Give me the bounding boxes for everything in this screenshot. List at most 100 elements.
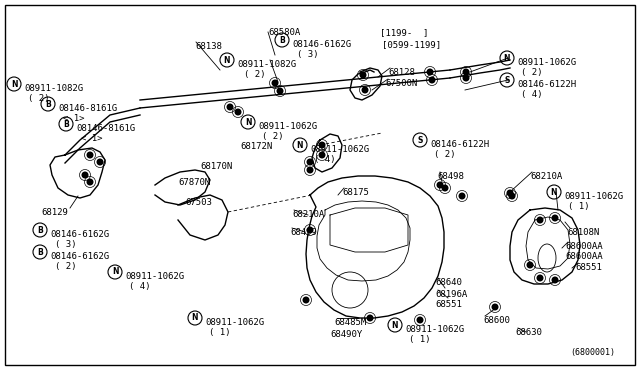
Text: [0599-1199]: [0599-1199] [382,40,441,49]
Text: S: S [417,135,422,144]
Text: 08911-1062G: 08911-1062G [405,325,464,334]
Text: ( 1): ( 1) [409,335,431,344]
Text: 08146-6162G: 08146-6162G [292,40,351,49]
Text: 68551: 68551 [575,263,602,272]
Circle shape [463,68,470,76]
Text: B: B [45,99,51,109]
Circle shape [234,109,241,115]
Text: 68499: 68499 [290,228,317,237]
Text: 68108N: 68108N [567,228,599,237]
Text: 08146-8161G: 08146-8161G [58,104,117,113]
Text: 08146-6122H: 08146-6122H [430,140,489,149]
Circle shape [536,217,543,224]
Circle shape [552,215,559,221]
Text: S: S [504,76,509,84]
Text: 67500N: 67500N [385,79,417,88]
Text: < 1>: < 1> [63,114,84,123]
Circle shape [319,141,326,148]
Text: 68210A: 68210A [530,172,563,181]
Text: 67870M: 67870M [178,178,211,187]
Circle shape [97,158,104,166]
Circle shape [360,71,367,78]
Circle shape [367,314,374,321]
Text: 68175: 68175 [342,188,369,197]
Text: N: N [192,314,198,323]
Text: 08911-1062G: 08911-1062G [564,192,623,201]
Circle shape [426,68,433,76]
Text: 68600AA: 68600AA [565,252,603,261]
Text: N: N [392,321,398,330]
Text: N: N [551,187,557,196]
Text: N: N [504,54,510,62]
Circle shape [458,192,465,199]
Circle shape [506,189,513,196]
Circle shape [509,192,515,199]
Text: 68485M: 68485M [334,318,366,327]
Circle shape [86,179,93,186]
Text: 68600AA: 68600AA [565,242,603,251]
Text: N: N [224,55,230,64]
Text: ( 2): ( 2) [434,150,456,159]
Text: ( 3): ( 3) [55,240,77,249]
Text: N: N [112,267,118,276]
Text: 08911-1082G: 08911-1082G [237,60,296,69]
Text: ( 2): ( 2) [262,132,284,141]
Text: N: N [297,141,303,150]
Text: B: B [37,247,43,257]
Text: B: B [279,35,285,45]
Text: (6800001): (6800001) [570,348,615,357]
Text: ( 2): ( 2) [244,70,266,79]
Text: ( 4): ( 4) [521,90,543,99]
Text: ( 2): ( 2) [521,68,543,77]
Circle shape [81,171,88,179]
Text: ( 1): ( 1) [209,328,230,337]
Text: 68551: 68551 [435,300,462,309]
Text: ( 2): ( 2) [28,94,49,103]
Text: N: N [11,80,17,89]
Text: 68640: 68640 [435,278,462,287]
Text: B: B [37,225,43,234]
Circle shape [303,296,310,304]
Circle shape [307,158,314,166]
Circle shape [227,103,234,110]
Text: 68138: 68138 [195,42,222,51]
Text: 08911-1062G: 08911-1062G [258,122,317,131]
Text: [1199-  ]: [1199- ] [380,28,428,37]
Text: 08146-6162G: 08146-6162G [50,252,109,261]
Text: 68490Y: 68490Y [330,330,362,339]
Circle shape [271,80,278,87]
Circle shape [552,276,559,283]
Text: 68580A: 68580A [268,28,300,37]
Text: 68210A: 68210A [292,210,324,219]
Text: B: B [63,119,69,128]
Text: 68196A: 68196A [435,290,467,299]
Circle shape [319,151,326,158]
Text: 67503: 67503 [185,198,212,207]
Text: 08911-1082G: 08911-1082G [24,84,83,93]
Text: 08911-1062G: 08911-1062G [125,272,184,281]
Text: ( 4): ( 4) [314,155,335,164]
Circle shape [436,182,444,189]
Text: ( 1): ( 1) [568,202,589,211]
Circle shape [276,87,284,94]
Circle shape [492,304,499,311]
Text: 68129: 68129 [41,208,68,217]
Circle shape [536,275,543,282]
Text: 68498: 68498 [437,172,464,181]
Text: 08146-8161G: 08146-8161G [76,124,135,133]
Text: 08911-1062G: 08911-1062G [517,58,576,67]
Text: 68172N: 68172N [240,142,272,151]
Text: 68170N: 68170N [200,162,232,171]
Text: 08146-6122H: 08146-6122H [517,80,576,89]
Text: < 1>: < 1> [81,134,102,143]
Circle shape [463,74,470,81]
Circle shape [527,262,534,269]
Text: 08146-6162G: 08146-6162G [50,230,109,239]
Circle shape [417,317,424,324]
Text: ( 3): ( 3) [297,50,319,59]
Circle shape [307,227,314,234]
Circle shape [362,87,369,93]
Text: 68600: 68600 [483,316,510,325]
Circle shape [307,167,314,173]
Text: ( 2): ( 2) [55,262,77,271]
